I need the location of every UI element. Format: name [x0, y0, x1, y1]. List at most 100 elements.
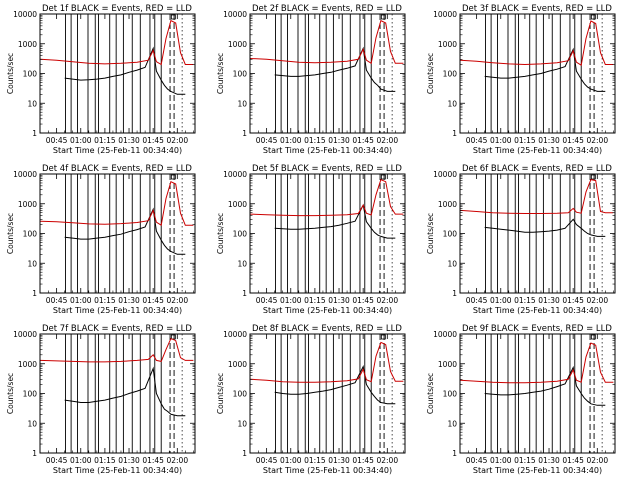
x-axis-label: Start Time (25-Feb-11 00:34:40)	[263, 306, 392, 315]
x-tick-label: 01:15	[304, 456, 326, 465]
x-tick-label: 01:30	[538, 136, 560, 145]
x-tick-label: 01:00	[490, 456, 512, 465]
events-series-line	[484, 365, 606, 406]
events-series-line	[274, 365, 396, 405]
x-tick-label: 02:00	[376, 136, 398, 145]
flare-box-marker	[170, 334, 176, 340]
x-tick-label: 01:45	[562, 456, 584, 465]
lld-series-line	[250, 341, 404, 383]
x-tick-label: 01:45	[142, 456, 164, 465]
x-axis-label: Start Time (25-Feb-11 00:34:40)	[53, 146, 182, 155]
x-tick-label: 01:15	[94, 136, 116, 145]
chart-panel: Det 9f BLACK = Events, RED = LLD 1 10 100 10…	[426, 324, 616, 475]
x-tick-label: 00:45	[466, 296, 488, 305]
x-tick-label: 01:30	[118, 456, 140, 465]
y-axis-label: Counts/sec	[6, 53, 15, 94]
events-series-line	[64, 366, 186, 417]
x-tick-label: 00:45	[46, 136, 68, 145]
x-axis-label: Start Time (25-Feb-11 00:34:40)	[263, 466, 392, 475]
y-tick-label: 10	[237, 259, 247, 268]
y-tick-label: 1000	[438, 40, 457, 49]
x-tick-label: 02:00	[586, 456, 608, 465]
flare-box-marker	[380, 174, 386, 180]
y-tick-label: 100	[443, 70, 458, 79]
chart-panel: Det 5f BLACK = Events, RED = LLD 1 10 100 10…	[216, 164, 406, 315]
chart-panel: Det 8f BLACK = Events, RED = LLD 1 10 100 10…	[216, 324, 406, 475]
lld-series-line	[250, 178, 404, 217]
y-axis-label: Counts/sec	[6, 213, 15, 254]
y-tick-label: 1	[242, 129, 247, 138]
lld-series-line	[460, 342, 614, 384]
x-axis-label: Start Time (25-Feb-11 00:34:40)	[473, 146, 602, 155]
x-tick-label: 02:00	[586, 296, 608, 305]
flare-box-marker	[170, 174, 176, 180]
x-tick-label: 01:15	[304, 136, 326, 145]
events-series-line	[484, 218, 606, 237]
x-tick-label: 01:15	[304, 296, 326, 305]
y-tick-label: 100	[23, 390, 38, 399]
x-tick-label: 01:30	[538, 456, 560, 465]
chart-title: Det 6f BLACK = Events, RED = LLD	[462, 164, 612, 174]
x-tick-label: 01:00	[490, 296, 512, 305]
y-axis-label: Counts/sec	[6, 373, 15, 414]
chart-title: Det 7f BLACK = Events, RED = LLD	[42, 324, 192, 334]
y-tick-label: 100	[443, 390, 458, 399]
chart-panel: Det 2f BLACK = Events, RED = LLD 1 10 100 10…	[216, 4, 406, 155]
y-tick-label: 1000	[228, 40, 247, 49]
chart-panel: Det 7f BLACK = Events, RED = LLD 1 10 100 10…	[6, 324, 196, 475]
chart-title: Det 5f BLACK = Events, RED = LLD	[252, 164, 402, 174]
x-tick-label: 01:30	[118, 296, 140, 305]
y-tick-label: 100	[23, 230, 38, 239]
x-tick-label: 01:45	[142, 296, 164, 305]
y-tick-label: 10	[237, 419, 247, 428]
flare-box-marker	[590, 14, 596, 20]
y-tick-label: 1000	[18, 360, 37, 369]
x-tick-label: 01:00	[70, 136, 92, 145]
x-tick-label: 01:15	[94, 296, 116, 305]
y-tick-label: 1	[32, 449, 37, 458]
x-tick-label: 00:45	[46, 296, 68, 305]
lld-series-line	[460, 20, 614, 67]
flare-box-marker	[380, 334, 386, 340]
x-tick-label: 01:00	[70, 296, 92, 305]
x-tick-label: 00:45	[466, 136, 488, 145]
x-tick-label: 01:45	[352, 456, 374, 465]
x-tick-label: 00:45	[256, 136, 278, 145]
chart-title: Det 1f BLACK = Events, RED = LLD	[42, 4, 192, 14]
y-tick-label: 1	[452, 289, 457, 298]
events-series-line	[484, 47, 606, 92]
flare-box-marker	[170, 14, 176, 20]
y-tick-label: 10	[447, 259, 457, 268]
y-tick-label: 100	[233, 70, 248, 79]
events-series-line	[64, 207, 186, 255]
y-tick-label: 1	[242, 289, 247, 298]
x-tick-label: 01:00	[280, 296, 302, 305]
flare-box-marker	[590, 174, 596, 180]
y-tick-label: 1	[32, 129, 37, 138]
y-tick-label: 1	[242, 449, 247, 458]
x-tick-label: 02:00	[376, 456, 398, 465]
x-axis-label: Start Time (25-Feb-11 00:34:40)	[263, 146, 392, 155]
y-axis-label: Counts/sec	[216, 53, 225, 94]
plot-frame	[249, 173, 406, 294]
chart-title: Det 8f BLACK = Events, RED = LLD	[252, 324, 402, 334]
y-tick-label: 1	[452, 449, 457, 458]
y-axis-label: Counts/sec	[426, 213, 435, 254]
y-tick-label: 10000	[433, 330, 457, 339]
x-tick-label: 01:30	[328, 296, 350, 305]
plot-frame	[249, 333, 406, 454]
x-tick-label: 01:30	[538, 296, 560, 305]
lld-series-line	[40, 180, 194, 227]
flare-box-marker	[590, 334, 596, 340]
events-series-line	[64, 46, 186, 95]
x-tick-label: 00:45	[46, 456, 68, 465]
y-tick-label: 10	[447, 419, 457, 428]
y-axis-label: Counts/sec	[216, 373, 225, 414]
lld-series-line	[40, 337, 194, 363]
chart-title: Det 3f BLACK = Events, RED = LLD	[462, 4, 612, 14]
y-tick-label: 10000	[433, 10, 457, 19]
x-tick-label: 02:00	[166, 296, 188, 305]
x-tick-label: 01:15	[514, 136, 536, 145]
chart-panel: Det 6f BLACK = Events, RED = LLD 1 10 100 10…	[426, 164, 616, 315]
chart-panel: Det 1f BLACK = Events, RED = LLD 1 10 100 10…	[6, 4, 196, 155]
